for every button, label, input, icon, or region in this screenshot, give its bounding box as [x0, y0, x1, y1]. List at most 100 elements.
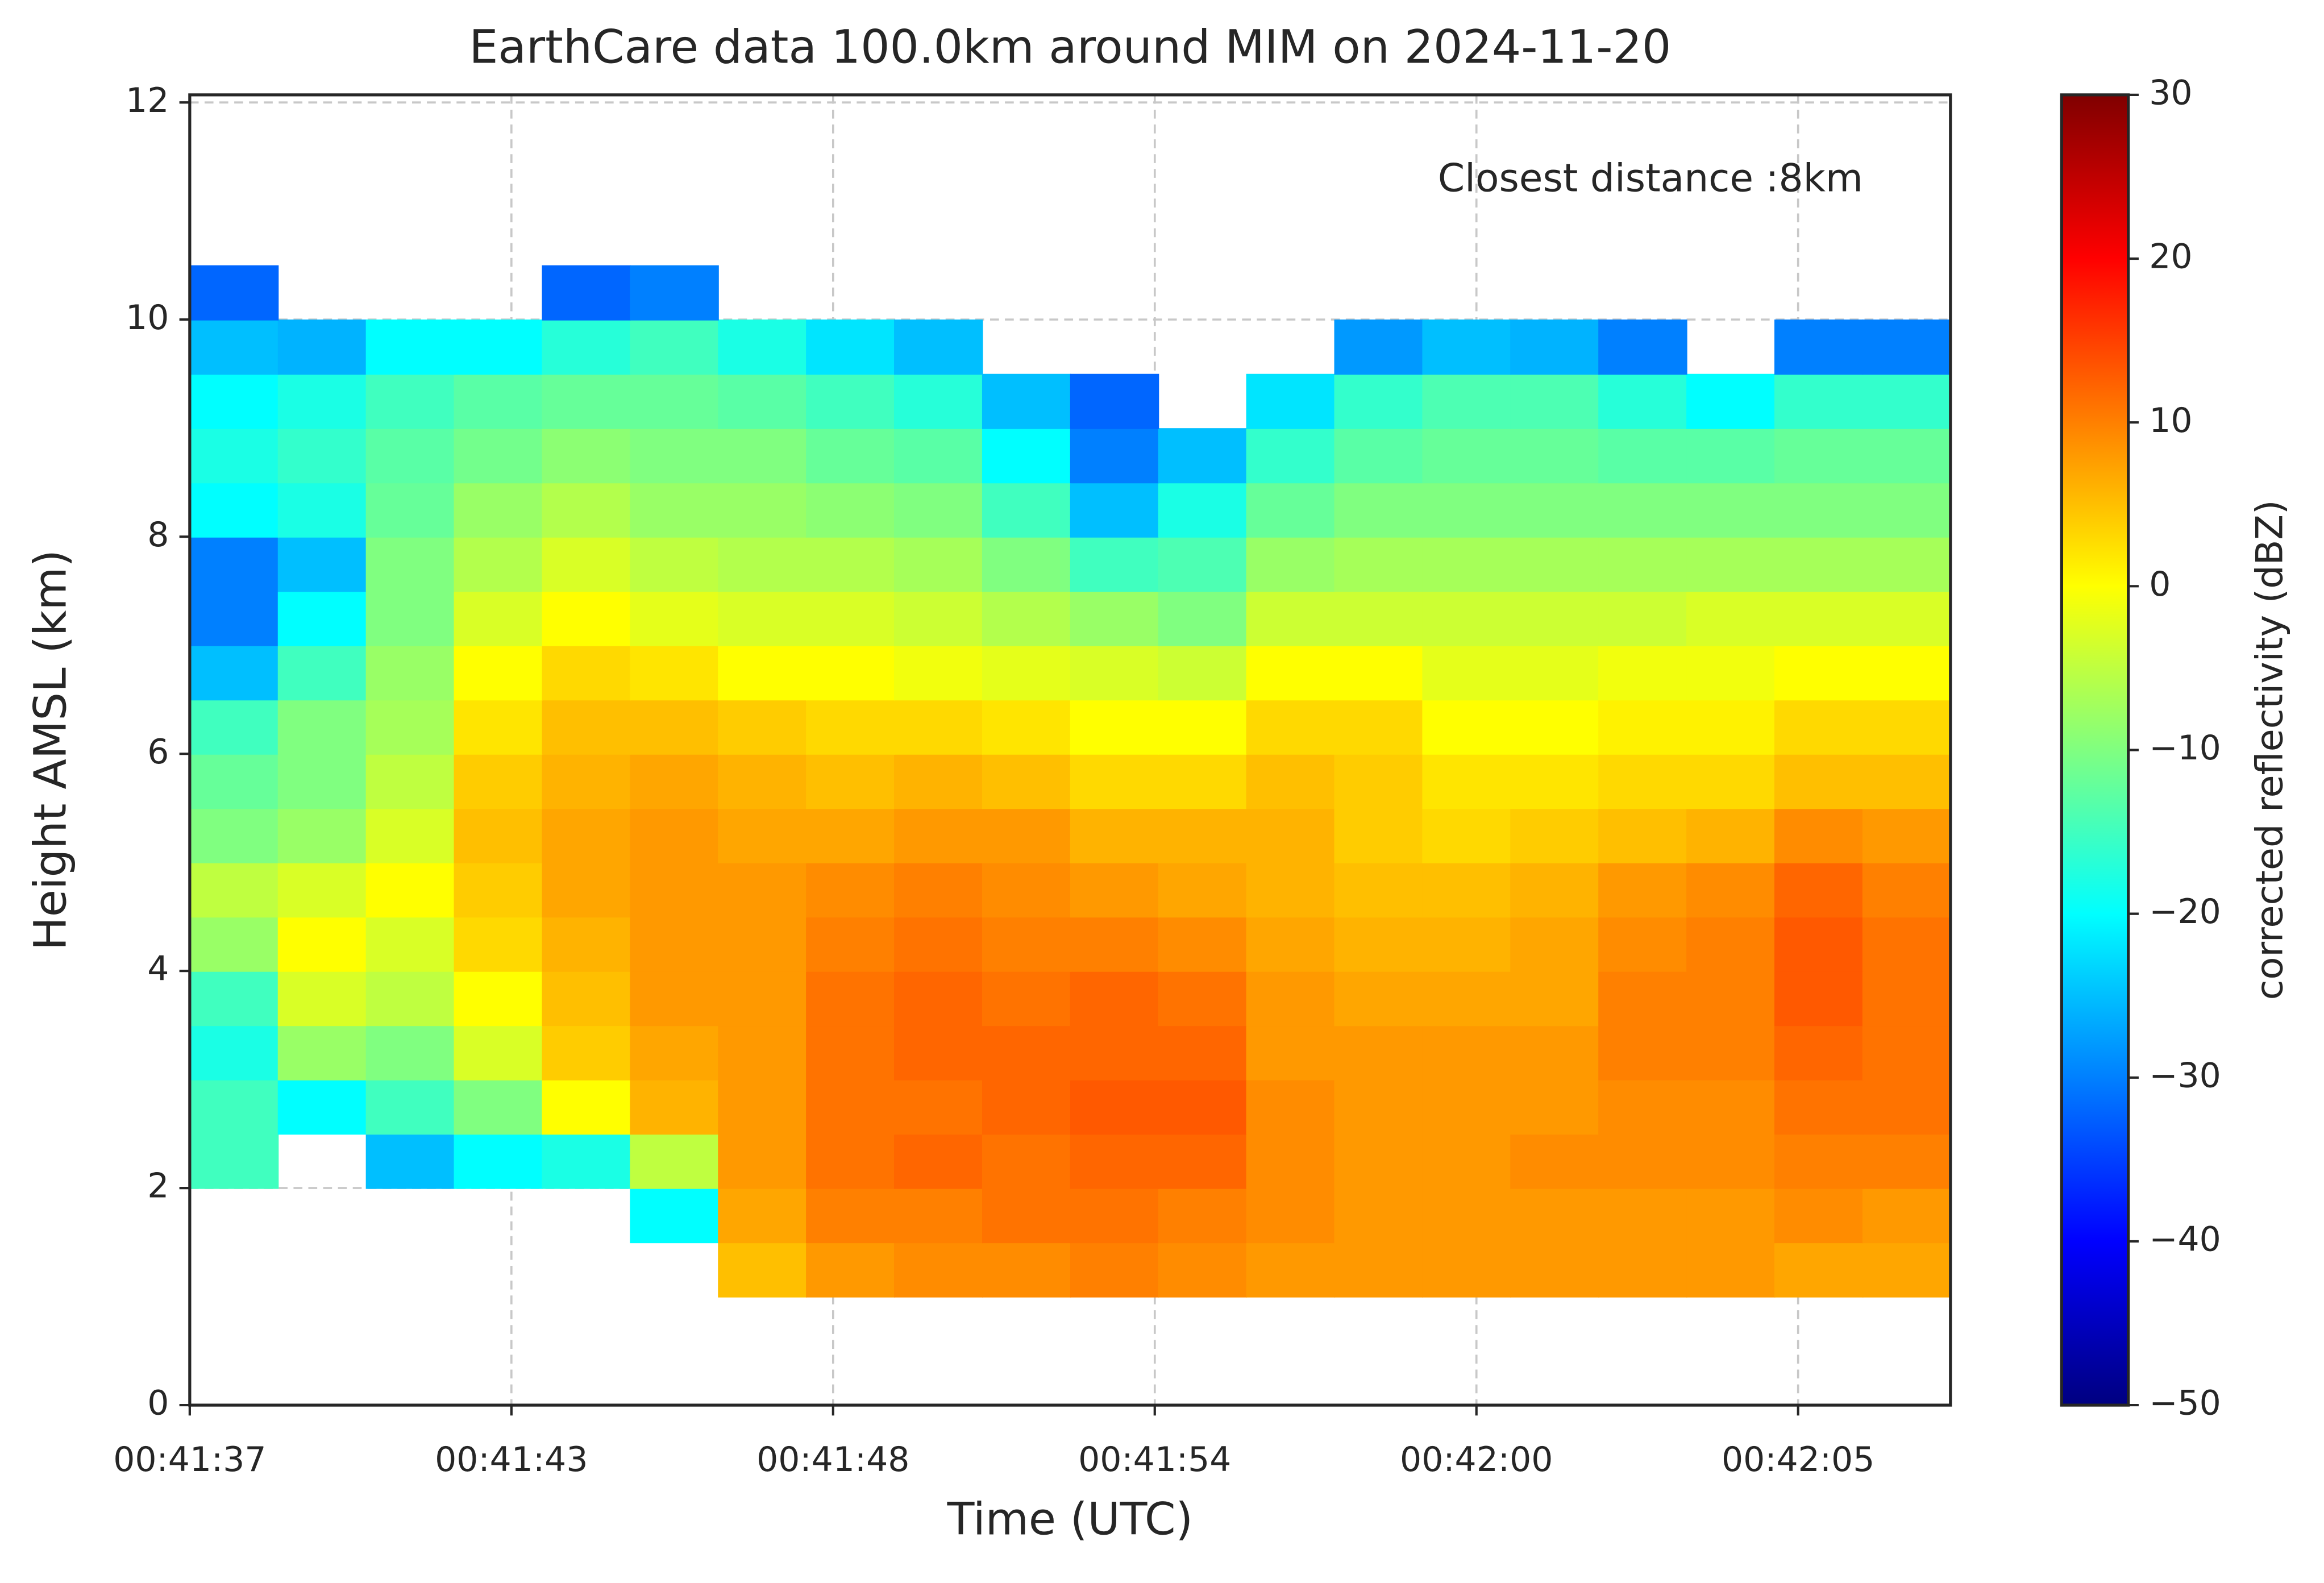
cell [982, 1188, 1071, 1244]
y-tick-label: 10 [126, 298, 169, 338]
cell [1158, 482, 1248, 538]
cell [1422, 862, 1511, 918]
cell [1862, 373, 1952, 429]
cell [277, 971, 367, 1027]
colorbar [2060, 93, 2130, 1407]
cell [630, 862, 719, 918]
cell [806, 1079, 895, 1135]
cell [1774, 971, 1864, 1027]
cell [1686, 645, 1776, 701]
cell [365, 482, 455, 538]
cell [1598, 699, 1687, 755]
annotation: Closest distance :8km [1438, 156, 1863, 201]
cell [1334, 1242, 1423, 1298]
cell [454, 699, 543, 755]
cell [1070, 862, 1159, 918]
colorbar-tick-label: −10 [2149, 728, 2221, 768]
cell [1862, 971, 1952, 1027]
cell [277, 373, 367, 429]
cell [982, 428, 1071, 484]
x-axis-label: Time (UTC) [947, 1494, 1193, 1545]
cell [1510, 1133, 1599, 1189]
cell [1070, 1079, 1159, 1135]
cell [718, 591, 807, 646]
cell [1510, 754, 1599, 809]
cell [1598, 591, 1687, 646]
cell [365, 808, 455, 863]
cell [542, 754, 631, 809]
cell [1774, 645, 1864, 701]
cell [1686, 862, 1776, 918]
cell [806, 373, 895, 429]
cell [542, 537, 631, 592]
cell [277, 1025, 367, 1081]
cell [542, 591, 631, 646]
cell [1774, 699, 1864, 755]
cell [1862, 1242, 1952, 1298]
cell [189, 862, 279, 918]
cell [1422, 537, 1511, 592]
cell [1510, 699, 1599, 755]
cell [454, 645, 543, 701]
cell [1070, 1133, 1159, 1189]
plot-frame [188, 93, 1952, 1407]
cell [1510, 1079, 1599, 1135]
cell [277, 482, 367, 538]
cell [1422, 754, 1511, 809]
cell [542, 971, 631, 1027]
cell [1774, 591, 1864, 646]
cell [454, 319, 543, 375]
cell [1862, 645, 1952, 701]
cell [1334, 916, 1423, 972]
cell [982, 916, 1071, 972]
cell [1422, 1242, 1511, 1298]
cell [630, 1188, 719, 1244]
cell [1510, 482, 1599, 538]
cell [1334, 1025, 1423, 1081]
cell [189, 808, 279, 863]
cell [1510, 1025, 1599, 1081]
cell [1158, 699, 1248, 755]
colorbar-label: corrected reflectivity (dBZ) [2248, 500, 2292, 1000]
y-tick-label: 6 [147, 732, 169, 772]
cell [365, 1025, 455, 1081]
cell [365, 319, 455, 375]
x-tick-label: 00:42:00 [1400, 1440, 1553, 1480]
cell [1070, 699, 1159, 755]
cell [1774, 862, 1864, 918]
cell [277, 754, 367, 809]
cell [894, 319, 983, 375]
cell [189, 1133, 279, 1189]
cell [806, 808, 895, 863]
colorbar-tick-label: 10 [2149, 401, 2192, 441]
cell [1070, 373, 1159, 429]
cell [1510, 645, 1599, 701]
cell [630, 971, 719, 1027]
cell [542, 428, 631, 484]
cell [365, 1133, 455, 1189]
cell [1422, 1133, 1511, 1189]
cell [1334, 428, 1423, 484]
cell [1598, 808, 1687, 863]
cell [1774, 1242, 1864, 1298]
cell [454, 1025, 543, 1081]
cell [718, 1242, 807, 1298]
cell [1070, 754, 1159, 809]
y-tick-label: 4 [147, 949, 169, 989]
cell [894, 1079, 983, 1135]
cell [1422, 1188, 1511, 1244]
cell [1246, 591, 1336, 646]
cell [894, 482, 983, 538]
cell [1598, 1133, 1687, 1189]
cell [1510, 591, 1599, 646]
cell [1246, 754, 1336, 809]
cell [189, 428, 279, 484]
cell [1334, 373, 1423, 429]
cell [1686, 699, 1776, 755]
cell [542, 1025, 631, 1081]
colorbar-tick-label: 0 [2149, 564, 2171, 604]
cell [189, 699, 279, 755]
cell [365, 537, 455, 592]
cell [1510, 971, 1599, 1027]
cell [806, 916, 895, 972]
